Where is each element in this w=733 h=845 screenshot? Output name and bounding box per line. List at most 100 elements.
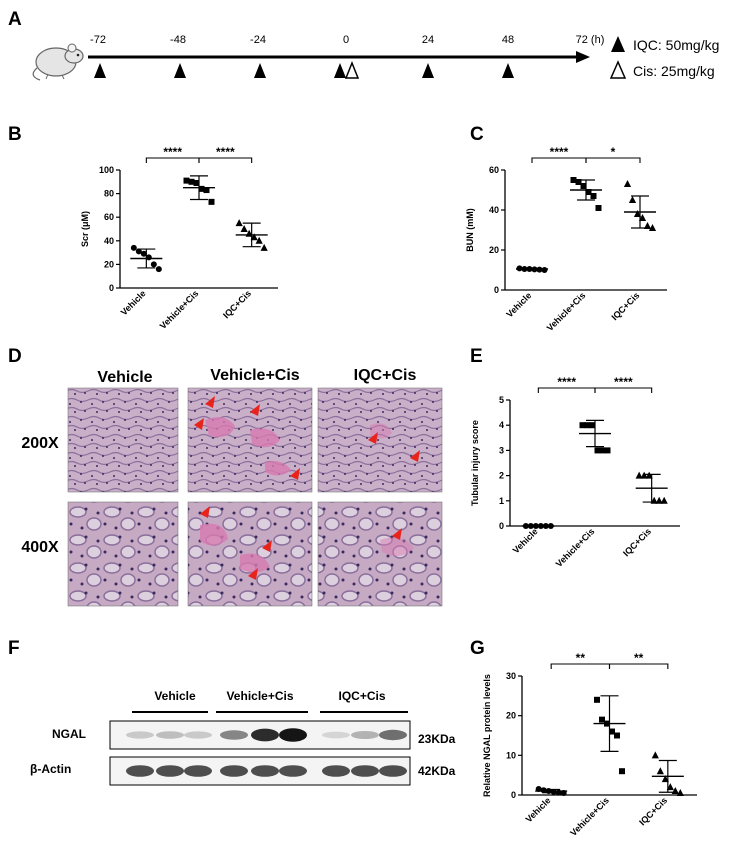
- panel-letter-A: A: [8, 9, 22, 30]
- x-tick-label: Vehicle: [504, 290, 533, 319]
- data-point: [594, 447, 601, 454]
- data-point: [633, 210, 642, 217]
- blot-group-label: Vehicle+Cis: [226, 689, 293, 703]
- iqc-dose-marker: [254, 63, 266, 78]
- blot-band: [351, 765, 379, 777]
- histology-col-label: Vehicle: [97, 369, 152, 386]
- blot-band: [351, 731, 379, 739]
- data-point: [638, 214, 647, 221]
- significance-bracket: [608, 663, 669, 669]
- y-axis-label: Scr (μM): [80, 211, 90, 247]
- data-point: [648, 224, 657, 231]
- cast-region: [380, 537, 414, 557]
- chart-ngal-levels: 0 10 20 30 Relative NGAL protein levels Vehic…: [482, 651, 697, 838]
- cast-region: [200, 523, 228, 546]
- x-tick-label: Vehicle: [524, 795, 553, 824]
- panel-letter-B: B: [8, 124, 22, 145]
- mouse-icon: [32, 43, 84, 81]
- y-tick-label: 30: [506, 671, 516, 681]
- timeline-tick-label: 48: [502, 34, 514, 46]
- y-tick-label: 1: [499, 496, 504, 506]
- data-point: [609, 728, 615, 735]
- lesion-arrow-icon: [368, 432, 378, 444]
- y-tick-label: 2: [499, 471, 504, 481]
- lesion-arrow-icon: [200, 506, 210, 518]
- data-point: [619, 768, 625, 775]
- significance-label: **: [576, 651, 586, 665]
- y-tick-label: 0: [494, 285, 499, 295]
- x-tick-label: IQC+Cis: [221, 288, 253, 320]
- data-point: [188, 178, 195, 185]
- x-tick-label: Vehicle+Cis: [545, 290, 588, 333]
- data-point: [599, 716, 605, 723]
- data-point: [585, 189, 592, 195]
- data-point: [640, 471, 648, 479]
- panel-letter-E: E: [470, 346, 483, 367]
- data-point: [584, 422, 591, 429]
- significance-label: ****: [163, 145, 182, 159]
- data-point: [643, 222, 652, 229]
- histology-col-label: IQC+Cis: [354, 367, 417, 384]
- data-point: [135, 248, 142, 255]
- timeline-end-label: 72 (h): [576, 34, 605, 46]
- data-point: [260, 243, 268, 251]
- histology-col-label: Vehicle+Cis: [210, 367, 299, 384]
- blot-band: [220, 730, 248, 740]
- data-point: [623, 180, 632, 187]
- blot-band: [251, 728, 279, 742]
- y-tick-label: 0: [511, 790, 516, 800]
- timeline-tick-label: -48: [170, 34, 186, 46]
- histology-image-vehicle-400x: [67, 501, 179, 607]
- data-point: [645, 471, 653, 479]
- data-point: [651, 751, 659, 759]
- data-point: [130, 244, 137, 251]
- lesion-arrow-icon: [250, 404, 260, 416]
- histology-panel: Vehicle Vehicle+Cis IQC+Cis 200X 400X: [21, 367, 443, 607]
- histology-image-iqc-cis-400x: [317, 501, 443, 607]
- data-point: [575, 179, 582, 185]
- blot-band: [322, 765, 350, 777]
- lesion-arrow-icon: [290, 468, 300, 480]
- iqc-dose-marker: [334, 63, 346, 78]
- data-point: [656, 767, 664, 775]
- data-point: [198, 185, 205, 192]
- timeline-legend: IQC: 50mg/kg Cis: 25mg/kg: [609, 36, 719, 79]
- x-tick-label: Vehicle+Cis: [158, 288, 201, 331]
- timeline-tick-label: 0: [343, 34, 349, 46]
- y-axis-label: Relative NGAL protein levels: [482, 674, 492, 797]
- iqc-dose-marker: [502, 63, 514, 78]
- y-tick-label: 40: [489, 205, 499, 215]
- blot-protein-label: β-Actin: [30, 762, 71, 776]
- chart-scr: 0 20 40 60 80 100 Scr (μM) Vehicle Vehicle+Cis IQ…: [80, 145, 278, 331]
- timeline-tick-label: -24: [250, 34, 266, 46]
- timeline-tick-label: 24: [422, 34, 434, 46]
- blot-band: [279, 728, 307, 742]
- x-tick-label: IQC+Cis: [637, 795, 669, 827]
- y-axis-label: Tubular injury score: [470, 420, 480, 506]
- data-point: [676, 789, 684, 797]
- blot-band: [379, 729, 407, 741]
- significance-label: ****: [550, 145, 569, 159]
- legend-iqc-label: IQC: 50mg/kg: [633, 37, 719, 53]
- data-point: [255, 236, 263, 244]
- data-point: [589, 422, 596, 429]
- lesion-arrow-icon: [410, 450, 420, 462]
- data-point: [183, 177, 190, 184]
- y-axis-label: BUN (mM): [465, 208, 475, 252]
- histology-row-label: 200X: [21, 435, 59, 452]
- filled-triangle-icon: [611, 36, 625, 52]
- x-tick-label: Vehicle: [119, 288, 148, 317]
- blot-band: [379, 765, 407, 777]
- significance-label: **: [634, 651, 644, 665]
- data-point: [203, 187, 210, 194]
- y-tick-label: 60: [104, 212, 114, 222]
- panel-letter-C: C: [470, 124, 484, 145]
- data-point: [140, 250, 147, 257]
- chart-tubular-injury: 0 1 2 3 4 5 Tubular injury score Vehicle Vehicle…: [470, 375, 680, 569]
- iqc-dose-marker: [94, 63, 106, 78]
- data-point: [599, 447, 606, 454]
- cast-region: [250, 428, 280, 448]
- panel-letter-G: G: [470, 638, 485, 659]
- significance-label: ****: [216, 145, 235, 159]
- data-point: [604, 447, 611, 454]
